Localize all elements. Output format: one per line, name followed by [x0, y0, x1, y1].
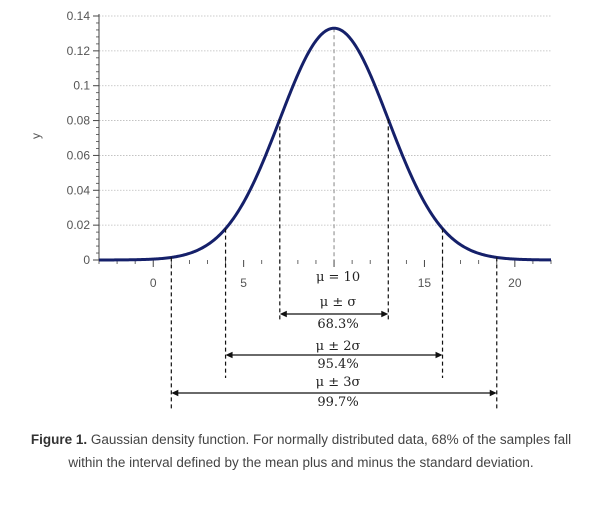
interval-label: μ ± σ [320, 295, 357, 310]
y-tick-label: 0.08 [67, 114, 91, 128]
gaussian-chart: 0 0.02 0.04 0.06 0.08 0.1 0.12 0.14 0 5 15 20 μ = 1… [29, 9, 552, 410]
grid [99, 15, 551, 226]
x-tick-label: 5 [240, 276, 247, 290]
axes: 0 0.02 0.04 0.06 0.08 0.1 0.12 0.14 0 5 15 20 [67, 9, 552, 290]
x-tick-label: 20 [508, 276, 522, 290]
curve-layer [98, 26, 552, 262]
y-tick-label: 0.12 [67, 44, 91, 58]
interval-annotations: μ = 10 μ ± σ 68.3% μ ± 2σ 95.4% μ ± 3σ 99.7% [170, 119, 498, 410]
gaussian-curve [98, 26, 552, 262]
caption-text: Gaussian density function. For normally … [68, 432, 572, 470]
y-tick-label: 0.02 [67, 218, 91, 232]
mean-label: μ = 10 [316, 270, 360, 285]
caption-label: Figure 1. [30, 432, 88, 447]
x-tick-label: 15 [418, 276, 432, 290]
figure-caption: Figure 1. Gaussian density function. For… [20, 428, 582, 474]
x-tick-label: 0 [150, 276, 157, 290]
interval-percent: 99.7% [317, 395, 358, 410]
interval-percent: 68.3% [317, 317, 358, 332]
y-tick-label: 0.1 [73, 79, 90, 93]
y-tick-label: 0 [83, 253, 90, 267]
y-tick-label: 0.06 [67, 148, 91, 162]
interval-label: μ ± 3σ [316, 375, 361, 390]
arrowhead-left [279, 310, 287, 318]
y-tick-label: 0.14 [67, 9, 91, 23]
arrowhead-right [489, 389, 497, 397]
arrowhead-left [171, 389, 179, 397]
arrowhead-left [225, 351, 233, 359]
arrowhead-right [381, 310, 389, 318]
arrowhead-right [435, 351, 443, 359]
interval-percent: 95.4% [317, 357, 358, 372]
interval-label: μ ± 2σ [316, 339, 361, 354]
y-tick-label: 0.04 [67, 183, 91, 197]
y-axis-label: y [29, 133, 43, 139]
